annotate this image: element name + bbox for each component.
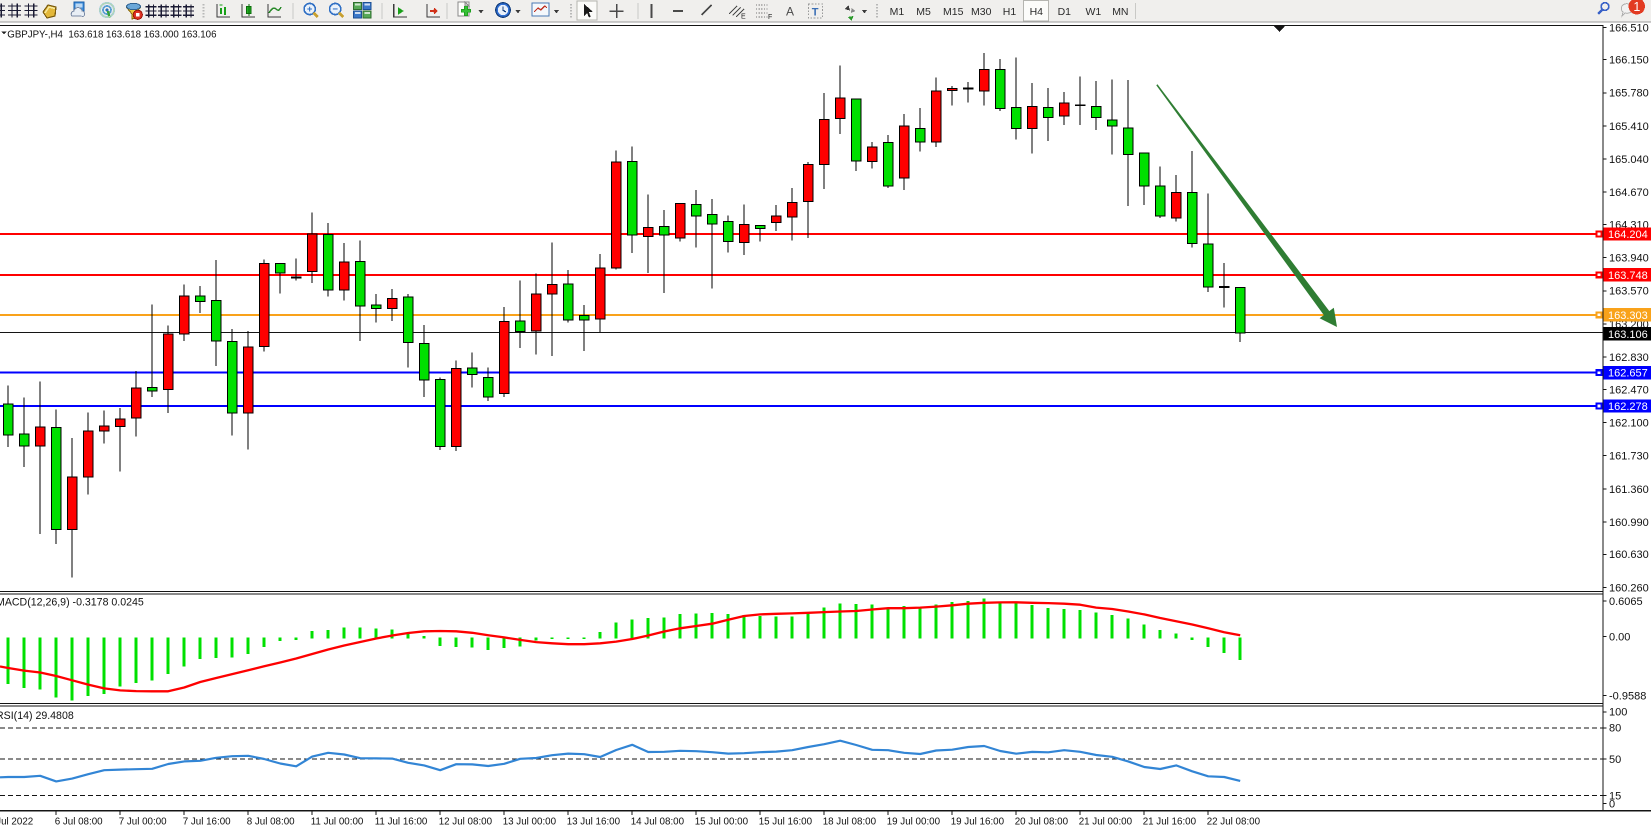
svg-text:8 Jul 08:00: 8 Jul 08:00 — [247, 816, 295, 827]
svg-text:6 Jul 08:00: 6 Jul 08:00 — [55, 816, 103, 827]
svg-text:164.204: 164.204 — [1608, 229, 1648, 241]
svg-text:0.6065: 0.6065 — [1609, 596, 1643, 608]
svg-text:12 Jul 08:00: 12 Jul 08:00 — [439, 816, 493, 827]
svg-text:14 Jul 08:00: 14 Jul 08:00 — [631, 816, 685, 827]
svg-text:163.570: 163.570 — [1609, 286, 1649, 298]
svg-text:160.260: 160.260 — [1609, 582, 1649, 594]
svg-text:-0.9588: -0.9588 — [1609, 691, 1646, 703]
svg-text:11 Jul 00:00: 11 Jul 00:00 — [311, 816, 364, 827]
svg-text:GBPJPY-,H4 163.618 163.618 16: GBPJPY-,H4 163.618 163.618 163.000 163.1… — [7, 29, 216, 40]
svg-text:166.510: 166.510 — [1609, 22, 1649, 34]
svg-text:162.830: 162.830 — [1609, 352, 1649, 364]
svg-text:163.106: 163.106 — [1608, 329, 1648, 341]
svg-text:163.940: 163.940 — [1609, 253, 1649, 265]
svg-text:E: E — [741, 14, 746, 21]
svg-text:MN: MN — [1112, 6, 1128, 18]
svg-text:163.303: 163.303 — [1608, 310, 1648, 322]
svg-text:100: 100 — [1609, 707, 1627, 719]
svg-text:161.730: 161.730 — [1609, 451, 1649, 463]
svg-text:0: 0 — [1609, 799, 1615, 811]
svg-text:7 Jul 16:00: 7 Jul 16:00 — [183, 816, 231, 827]
svg-text:W1: W1 — [1086, 6, 1102, 18]
svg-text:163.748: 163.748 — [1608, 270, 1648, 282]
svg-text:19 Jul 16:00: 19 Jul 16:00 — [951, 816, 1005, 827]
svg-text:15 Jul 16:00: 15 Jul 16:00 — [759, 816, 813, 827]
svg-text:0.00: 0.00 — [1609, 631, 1630, 643]
svg-text:21 Jul 00:00: 21 Jul 00:00 — [1079, 816, 1133, 827]
svg-text:80: 80 — [1609, 723, 1621, 735]
svg-text:M1: M1 — [890, 6, 905, 18]
svg-text:7 Jul 00:00: 7 Jul 00:00 — [119, 816, 167, 827]
svg-text:D1: D1 — [1058, 6, 1072, 18]
svg-text:22 Jul 08:00: 22 Jul 08:00 — [1207, 816, 1261, 827]
svg-text:162.657: 162.657 — [1608, 368, 1648, 380]
svg-text:11 Jul 16:00: 11 Jul 16:00 — [375, 816, 428, 827]
svg-text:161.360: 161.360 — [1609, 484, 1649, 496]
svg-text:15: 15 — [1609, 790, 1621, 802]
svg-text:160.630: 160.630 — [1609, 549, 1649, 561]
svg-text:13 Jul 00:00: 13 Jul 00:00 — [503, 816, 557, 827]
svg-text:M15: M15 — [943, 6, 964, 18]
svg-text:15 Jul 00:00: 15 Jul 00:00 — [695, 816, 749, 827]
svg-text:164.670: 164.670 — [1609, 187, 1649, 199]
svg-text:F: F — [768, 14, 772, 21]
svg-text:13 Jul 16:00: 13 Jul 16:00 — [567, 816, 621, 827]
svg-text:165.410: 165.410 — [1609, 121, 1649, 133]
svg-text:18 Jul 08:00: 18 Jul 08:00 — [823, 816, 877, 827]
svg-text:H1: H1 — [1003, 6, 1017, 18]
svg-text:165.040: 165.040 — [1609, 154, 1649, 166]
svg-text:166.150: 166.150 — [1609, 55, 1649, 67]
svg-text:+: + — [307, 4, 313, 15]
svg-text:19 Jul 00:00: 19 Jul 00:00 — [887, 816, 941, 827]
svg-text:165.780: 165.780 — [1609, 88, 1649, 100]
svg-text:50: 50 — [1609, 754, 1621, 766]
svg-text:−: − — [332, 4, 338, 15]
svg-text:RSI(14) 29.4808: RSI(14) 29.4808 — [0, 710, 74, 722]
svg-text:M5: M5 — [916, 6, 931, 18]
svg-text:5 Jul 2022: 5 Jul 2022 — [0, 816, 33, 827]
svg-text:162.278: 162.278 — [1608, 401, 1648, 413]
svg-text:160.990: 160.990 — [1609, 517, 1649, 529]
svg-text:162.470: 162.470 — [1609, 384, 1649, 396]
svg-text:M30: M30 — [971, 6, 992, 18]
svg-text:20 Jul 08:00: 20 Jul 08:00 — [1015, 816, 1069, 827]
svg-text:1: 1 — [1633, 0, 1640, 14]
svg-text:T: T — [812, 7, 819, 19]
svg-text:H4: H4 — [1030, 6, 1044, 18]
svg-text:A: A — [786, 5, 794, 19]
svg-text:162.100: 162.100 — [1609, 418, 1649, 430]
svg-text:MACD(12,26,9) -0.3178 0.0245: MACD(12,26,9) -0.3178 0.0245 — [0, 597, 144, 609]
svg-text:21 Jul 16:00: 21 Jul 16:00 — [1143, 816, 1197, 827]
